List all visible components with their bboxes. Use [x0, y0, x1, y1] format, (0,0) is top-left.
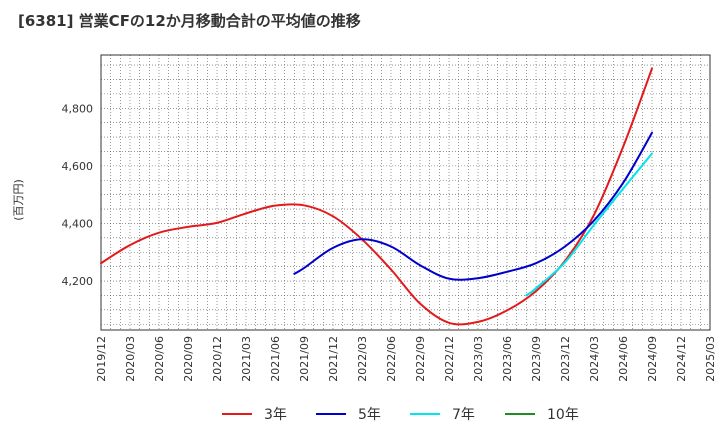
x-tick-label: 2022/09 — [414, 336, 427, 382]
x-tick-label: 2023/03 — [472, 336, 485, 382]
x-tick-label: 2021/12 — [327, 336, 340, 382]
x-tick-label: 2024/03 — [588, 336, 601, 382]
x-tick-label: 2021/03 — [240, 336, 253, 382]
x-tick-label: 2024/06 — [617, 336, 630, 382]
legend: 3年 5年 7年 10年 — [222, 407, 579, 423]
x-tick-label: 2020/12 — [211, 336, 224, 382]
x-tick-label: 2023/06 — [501, 336, 514, 382]
x-tick-label: 2022/06 — [385, 336, 398, 382]
series-lines — [100, 67, 653, 326]
x-tick-label: 2020/06 — [153, 336, 166, 382]
x-tick-label: 2023/12 — [559, 336, 572, 382]
y-axis-ticks: 4,200 4,400 4,600 4,800 — [62, 102, 94, 288]
y-tick-label: 4,600 — [62, 160, 94, 173]
x-tick-label: 2022/03 — [356, 336, 369, 382]
legend-label: 3年 — [264, 407, 287, 423]
x-tick-label: 2020/03 — [124, 336, 137, 382]
series-line-1 — [293, 131, 653, 281]
x-tick-label: 2020/09 — [182, 336, 195, 382]
horizontal-gridlines — [101, 64, 710, 325]
chart-title: [6381] 営業CFの12か月移動合計の平均値の推移 — [18, 12, 361, 30]
y-tick-label: 4,800 — [62, 102, 94, 115]
y-tick-label: 4,200 — [62, 275, 94, 288]
x-tick-label: 2022/12 — [443, 336, 456, 382]
x-axis-ticks: 2019/12 2020/03 2020/06 2020/09 2020/12 2021/… — [95, 336, 717, 382]
x-tick-label: 2024/09 — [646, 336, 659, 382]
y-axis-label: (百万円) — [12, 179, 25, 221]
legend-label: 10年 — [547, 407, 579, 423]
x-tick-label: 2024/12 — [675, 336, 688, 382]
y-tick-label: 4,400 — [62, 217, 94, 230]
series-line-0 — [100, 67, 653, 326]
plot-frame — [100, 54, 711, 331]
x-tick-label: 2023/09 — [530, 336, 543, 382]
legend-label: 5年 — [358, 407, 381, 423]
x-tick-label: 2021/06 — [269, 336, 282, 382]
legend-label: 7年 — [452, 407, 475, 423]
x-tick-label: 2025/03 — [704, 336, 717, 382]
vertical-gridlines — [110, 55, 701, 330]
series-line-2 — [525, 152, 653, 297]
x-tick-label: 2021/09 — [298, 336, 311, 382]
x-tick-label: 2019/12 — [95, 336, 108, 382]
